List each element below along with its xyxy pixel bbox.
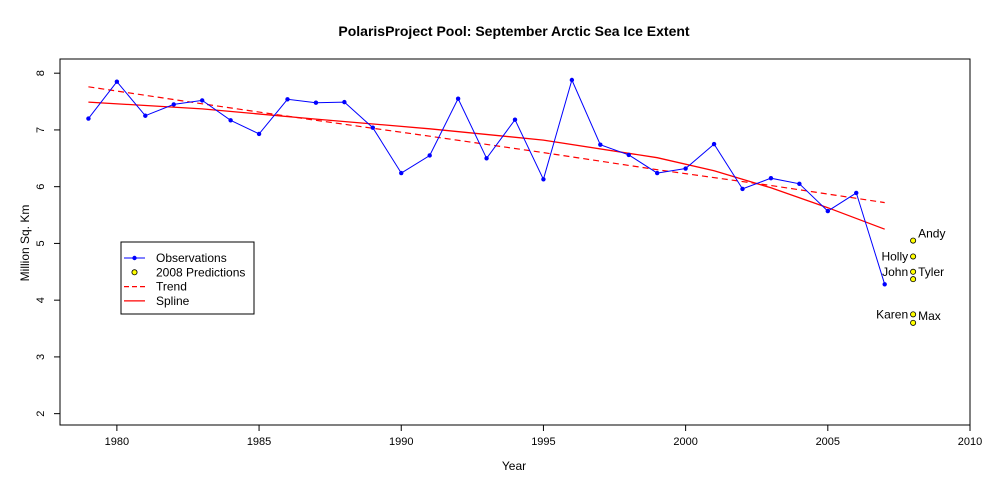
y-tick-label: 8	[35, 70, 47, 76]
legend-swatch-circle	[131, 269, 138, 276]
observation-point	[313, 100, 319, 105]
observation-point	[569, 77, 575, 83]
observation-point	[114, 79, 120, 84]
observation-point	[768, 175, 774, 181]
observation-point	[143, 113, 148, 118]
observation-point	[541, 177, 546, 182]
prediction-label: John	[882, 265, 908, 279]
trend-line	[88, 86, 885, 204]
observation-point	[455, 96, 461, 101]
x-tick-label: 2000	[673, 436, 697, 448]
observation-point	[86, 116, 91, 121]
observation-point	[342, 99, 347, 105]
observation-point	[512, 117, 518, 122]
y-tick-label: 5	[35, 240, 47, 246]
x-tick-label: 2010	[958, 436, 982, 448]
prediction-label: Holly	[881, 249, 908, 263]
x-axis-label: Year	[502, 459, 526, 473]
chart-title: PolarisProject Pool: September Arctic Se…	[338, 23, 690, 39]
prediction-point	[910, 268, 917, 275]
observation-point	[427, 153, 432, 158]
y-tick-label: 3	[35, 354, 47, 360]
observation-point	[285, 97, 290, 102]
observation-point	[683, 166, 688, 171]
prediction-point	[910, 253, 917, 260]
x-tick-label: 1995	[531, 436, 555, 448]
observation-point	[626, 152, 631, 158]
observation-point	[484, 156, 489, 161]
observation-point	[854, 190, 859, 196]
x-tick-label: 2005	[816, 436, 840, 448]
prediction-point	[910, 276, 917, 283]
observation-point	[399, 170, 404, 176]
y-tick-label: 2	[35, 411, 47, 417]
prediction-label: Andy	[918, 227, 945, 241]
legend-label: Observations	[156, 251, 227, 265]
legend-label: Trend	[156, 280, 187, 294]
spline-line	[88, 101, 885, 230]
legend-swatch-dot	[132, 255, 137, 261]
observation-point	[199, 98, 205, 103]
prediction-label: Tyler	[918, 265, 944, 279]
observation-point	[228, 118, 233, 123]
observation-point	[256, 131, 262, 137]
legend-label: Spline	[156, 294, 190, 308]
legend-box	[120, 241, 255, 315]
observation-point	[740, 186, 745, 192]
y-tick-label: 6	[35, 184, 47, 190]
observation-point	[598, 142, 603, 147]
observation-point	[654, 170, 660, 176]
observation-point	[825, 208, 831, 214]
legend-label: 2008 Predictions	[156, 265, 245, 279]
prediction-label: Karen	[876, 307, 908, 321]
y-tick-label: 7	[35, 127, 47, 133]
prediction-point	[910, 237, 917, 244]
predictions-layer: Andy Holly John Tyler Karen Max	[876, 227, 945, 326]
x-tick-label: 1985	[247, 436, 271, 448]
observation-point	[797, 181, 802, 187]
prediction-label: Max	[918, 309, 941, 323]
y-axis: 2 3 4 5 6 7 8	[35, 70, 61, 417]
prediction-point	[910, 311, 917, 318]
observation-point	[882, 282, 887, 287]
observation-point	[171, 102, 176, 107]
observation-point	[711, 141, 717, 147]
x-axis: 1980 1985 1990 1995 2000 2005 2010	[105, 424, 982, 448]
series-layer	[86, 77, 887, 287]
y-tick-label: 4	[35, 297, 47, 303]
prediction-point	[910, 319, 917, 326]
observation-point	[370, 125, 376, 130]
x-tick-label: 1990	[389, 436, 413, 448]
x-tick-label: 1980	[105, 436, 129, 448]
y-axis-label: Million Sq. Km	[18, 205, 32, 282]
